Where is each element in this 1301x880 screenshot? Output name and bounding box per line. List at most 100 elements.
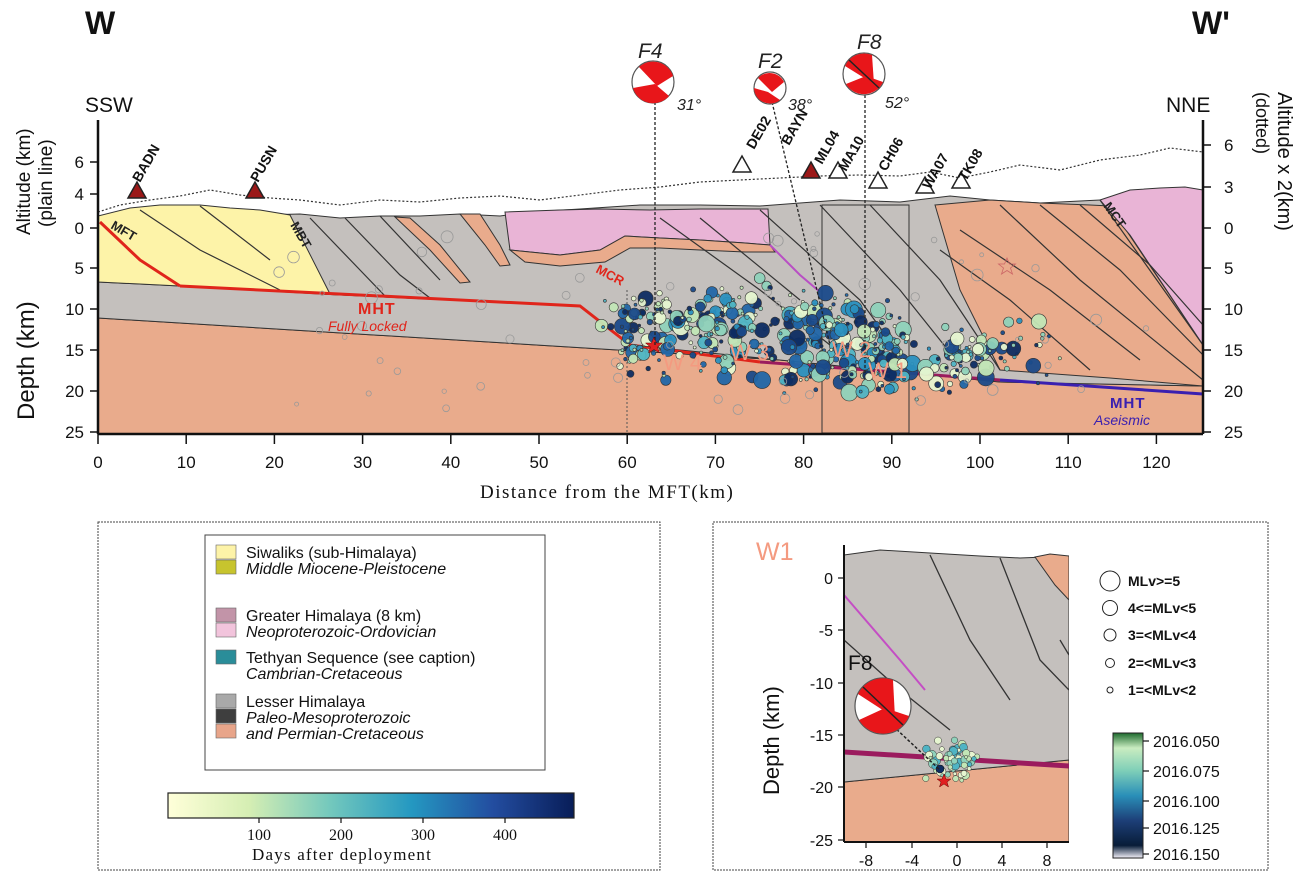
earthquake [709, 332, 714, 337]
earthquake-background [764, 288, 772, 297]
earthquake [703, 294, 712, 303]
direction-nne: NNE [1166, 94, 1210, 117]
earthquake-background [287, 250, 300, 264]
earthquake [807, 360, 812, 365]
x-tick-label: 0 [93, 453, 102, 472]
earthquake-background [416, 246, 428, 258]
right-depth-tick-label: 20 [1224, 382, 1243, 401]
legend-swatch [215, 544, 237, 560]
earthquake-background [666, 341, 674, 349]
left-depth-tick-label: 25 [65, 423, 84, 442]
earthquake-background [779, 377, 788, 386]
earthquake [919, 366, 934, 382]
earthquake [1003, 316, 1014, 328]
right-depth-tick-label: 5 [1224, 259, 1233, 278]
earthquake [719, 292, 733, 306]
earthquake [719, 310, 724, 316]
earthquake-background [986, 384, 999, 396]
mainshock-star [644, 336, 664, 354]
time-tick-label: 2016.100 [1153, 794, 1220, 811]
earthquake [959, 379, 969, 389]
earthquake [1016, 317, 1023, 324]
x-tick-label: 80 [794, 453, 813, 472]
cross-section: 0 10 20 30 40 50 60 70 80 90 100 110 120 64051015202… [0, 0, 1295, 503]
earthquake-background [1090, 313, 1103, 326]
inset-earthquake [934, 736, 942, 745]
earthquake [926, 346, 931, 351]
earthquake [789, 344, 796, 350]
legend-item-sub: Cambrian-Cretaceous [246, 666, 403, 683]
earthquake [619, 324, 624, 329]
station-marker [950, 170, 972, 189]
earthquake [1046, 334, 1051, 339]
time-tick-label: 2016.125 [1153, 821, 1220, 838]
right-alt-sublabel-2: (dotted) [1252, 92, 1272, 154]
earthquake [801, 288, 806, 293]
earthquake-background [441, 388, 447, 394]
legend-swatch [215, 607, 237, 623]
right-axis-ticks: 6 3 0 5 10 15 20 25 [1203, 136, 1243, 442]
earthquake [849, 304, 860, 314]
earthquake [646, 319, 654, 326]
inset-y-tick-label: -15 [810, 728, 833, 745]
inset-y-ticks: 0 -5 -10 -15 -20 -25 [810, 571, 844, 850]
earthquake [754, 348, 759, 354]
earthquake [958, 364, 963, 368]
focal-mechanisms: F4 F2 F8 31° 38° 52° [631, 31, 910, 375]
x-axis-title: Distance from the MFT(km) [480, 482, 734, 503]
earthquake-background [763, 232, 775, 244]
earthquake [845, 342, 850, 347]
earthquake [594, 319, 609, 333]
earthquake [690, 326, 701, 336]
earthquake-background [365, 390, 372, 397]
window-label-w2: W 2 [832, 337, 871, 362]
earthquake [987, 349, 992, 353]
left-depth-tick-label: 10 [65, 300, 84, 319]
earthquake-background [941, 340, 950, 348]
earthquake [1057, 356, 1062, 361]
earthquake [817, 285, 834, 302]
right-alt-sublabel: (dotted) [0, 0, 4, 1]
earthquake [719, 339, 724, 344]
earthquake [1000, 343, 1008, 351]
earthquake [873, 342, 878, 346]
earthquake [872, 320, 880, 328]
days-tick-label: 200 [329, 827, 353, 844]
station-marker [126, 180, 148, 199]
earthquake [849, 372, 854, 377]
inset-title: W1 [756, 538, 794, 566]
earthquake-background [805, 390, 815, 400]
earthquake-background [779, 393, 791, 404]
inset-earthquake [947, 764, 953, 770]
pink-fault [769, 244, 821, 293]
inset-y-tick-label: -20 [810, 780, 833, 797]
earthquake [1040, 331, 1046, 337]
earthquake [1000, 330, 1006, 336]
earthquake [858, 389, 863, 394]
legend-item-sub: Neoproterozoic-Ordovician [246, 624, 436, 641]
earthquake-background [775, 300, 781, 307]
inset-earthquake [935, 752, 944, 760]
earthquake [1011, 343, 1016, 348]
earthquake [637, 347, 650, 361]
earthquake [780, 338, 798, 356]
inset-earthquake [939, 746, 945, 752]
earthquake [625, 338, 631, 344]
magnitude-label: 3=<MLv<4 [1128, 627, 1196, 643]
earthquake [892, 346, 900, 355]
inset-earthquake [946, 750, 953, 757]
inset-earthquake [971, 756, 977, 762]
earthquake-background [505, 334, 515, 344]
x-tick-label: 10 [177, 453, 196, 472]
inset-earthquake [944, 771, 951, 778]
earthquake [657, 358, 661, 362]
earthquake [608, 302, 619, 313]
earthquake-background [713, 394, 723, 404]
lh-sliver-1 [393, 216, 471, 284]
inset-panel: W1 F8 0-5-10-15-20-25 - [712, 521, 1269, 871]
earthquake-background [1077, 385, 1085, 394]
earthquake [1034, 343, 1039, 348]
time-tick-label: 2016.150 [1153, 847, 1220, 864]
earthquake [880, 327, 891, 337]
